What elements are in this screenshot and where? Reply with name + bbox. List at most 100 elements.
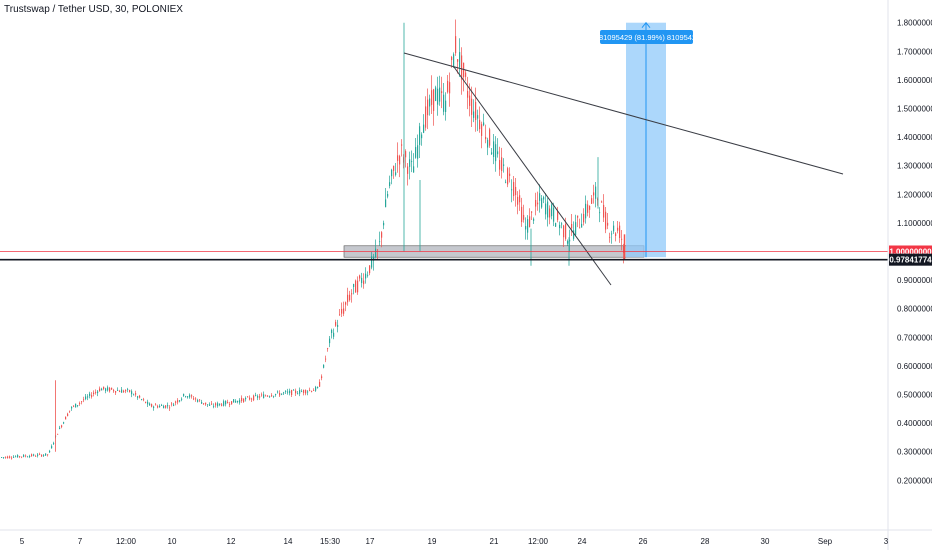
candle-up bbox=[277, 391, 279, 393]
candle-down bbox=[499, 160, 501, 170]
candle-down bbox=[405, 151, 407, 158]
candle-up bbox=[219, 403, 221, 405]
candle-up bbox=[163, 405, 165, 409]
candle-down bbox=[441, 91, 443, 94]
candle-up bbox=[269, 396, 271, 398]
candle-up bbox=[477, 115, 479, 119]
candle-down bbox=[65, 416, 67, 420]
candle-down bbox=[451, 57, 453, 60]
time-tick-label: Sep bbox=[818, 537, 833, 546]
price-axis[interactable]: 0.20000000 0.30000000 0.40000000 0.50000000… bbox=[887, 0, 932, 550]
candle-up bbox=[387, 194, 389, 197]
candle-down bbox=[425, 106, 427, 128]
candle-up bbox=[59, 427, 61, 429]
measure-label-bg bbox=[600, 30, 693, 44]
candle-down bbox=[157, 406, 159, 408]
candle-down bbox=[229, 404, 231, 405]
candle-up bbox=[225, 400, 227, 405]
time-axis[interactable]: 5 7 12:00 10 12 14 15:30 17 19 21 12:00 24 26 28 30 Sep… bbox=[0, 529, 932, 546]
candle-down bbox=[305, 389, 307, 394]
candle-up bbox=[85, 396, 87, 399]
annotation-zones: 0.81095429 (81.99%) 81095429 bbox=[343, 21, 700, 258]
candle-down bbox=[471, 98, 473, 115]
candle-up bbox=[121, 389, 123, 393]
candle-down bbox=[467, 91, 469, 98]
candle-up bbox=[197, 400, 199, 402]
candle-up bbox=[179, 400, 181, 402]
candle-up bbox=[181, 398, 183, 400]
time-tick-label: 15:30 bbox=[320, 537, 341, 546]
candle-up bbox=[413, 166, 415, 173]
candle-up bbox=[379, 241, 381, 243]
candle-down bbox=[607, 222, 609, 226]
candle-up bbox=[29, 455, 31, 457]
candle-down bbox=[195, 398, 197, 400]
candle-down bbox=[341, 308, 343, 314]
candle-down bbox=[537, 202, 539, 205]
candle-up bbox=[423, 124, 425, 133]
candle-down bbox=[241, 397, 243, 401]
candle-down bbox=[261, 394, 263, 396]
candle-up bbox=[555, 223, 557, 227]
candle-up bbox=[503, 164, 505, 166]
candle-up bbox=[459, 52, 461, 68]
candle-down bbox=[145, 401, 147, 403]
candle-down bbox=[603, 204, 605, 218]
candle-up bbox=[581, 223, 583, 228]
price-tick-label: 1.30000000 bbox=[897, 162, 932, 171]
trendline-drawings[interactable] bbox=[403, 52, 844, 286]
candle-down bbox=[193, 398, 195, 400]
candle-down bbox=[351, 293, 353, 295]
chart-title: Trustswap / Tether USD, 30, POLONIEX bbox=[4, 4, 183, 15]
candle-up bbox=[281, 393, 283, 395]
candle-up bbox=[45, 453, 47, 456]
candle-up bbox=[487, 139, 489, 148]
candle-up bbox=[159, 405, 161, 408]
candle-down bbox=[313, 390, 315, 391]
candle-down bbox=[123, 390, 125, 393]
candle-up bbox=[71, 407, 73, 409]
candle-up bbox=[257, 395, 259, 398]
candle-up bbox=[453, 54, 455, 67]
candle-down bbox=[577, 215, 579, 218]
candle-down bbox=[31, 454, 33, 457]
steep-trendline bbox=[453, 66, 612, 286]
price-tick-label: 0.20000000 bbox=[897, 476, 932, 485]
candle-down bbox=[601, 201, 603, 203]
candle-up bbox=[561, 223, 563, 225]
candle-down bbox=[529, 216, 531, 228]
candle-down bbox=[535, 200, 537, 207]
candle-up bbox=[245, 398, 247, 400]
time-tick-label: 21 bbox=[490, 537, 499, 546]
candle-up bbox=[505, 181, 507, 183]
candle-down bbox=[247, 396, 249, 398]
candle-up bbox=[527, 219, 529, 233]
price-tick-label: 1.60000000 bbox=[897, 76, 932, 85]
candle-down bbox=[151, 404, 153, 407]
candle-down bbox=[25, 455, 27, 457]
price-tick-label: 0.90000000 bbox=[897, 276, 932, 285]
candle-up bbox=[353, 283, 355, 287]
candle-down bbox=[507, 168, 509, 185]
candle-down bbox=[265, 395, 267, 397]
candle-up bbox=[43, 455, 45, 456]
candle-down bbox=[21, 456, 23, 458]
candle-down bbox=[563, 225, 565, 238]
candle-up bbox=[411, 161, 413, 163]
candle-up bbox=[551, 204, 553, 217]
candle-up bbox=[329, 338, 331, 344]
candle-up bbox=[51, 446, 53, 449]
candle-down bbox=[81, 401, 83, 403]
candle-down bbox=[381, 232, 383, 238]
candle-down bbox=[69, 410, 71, 412]
candle-up bbox=[63, 422, 65, 424]
candle-down bbox=[57, 433, 59, 435]
time-tick-label: 5 bbox=[20, 537, 25, 546]
candle-down bbox=[377, 249, 379, 251]
candle-up bbox=[153, 406, 155, 409]
candle-down bbox=[249, 397, 251, 400]
candle-down bbox=[191, 395, 193, 397]
candle-down bbox=[583, 213, 585, 223]
price-tick-label: 1.70000000 bbox=[897, 47, 932, 56]
